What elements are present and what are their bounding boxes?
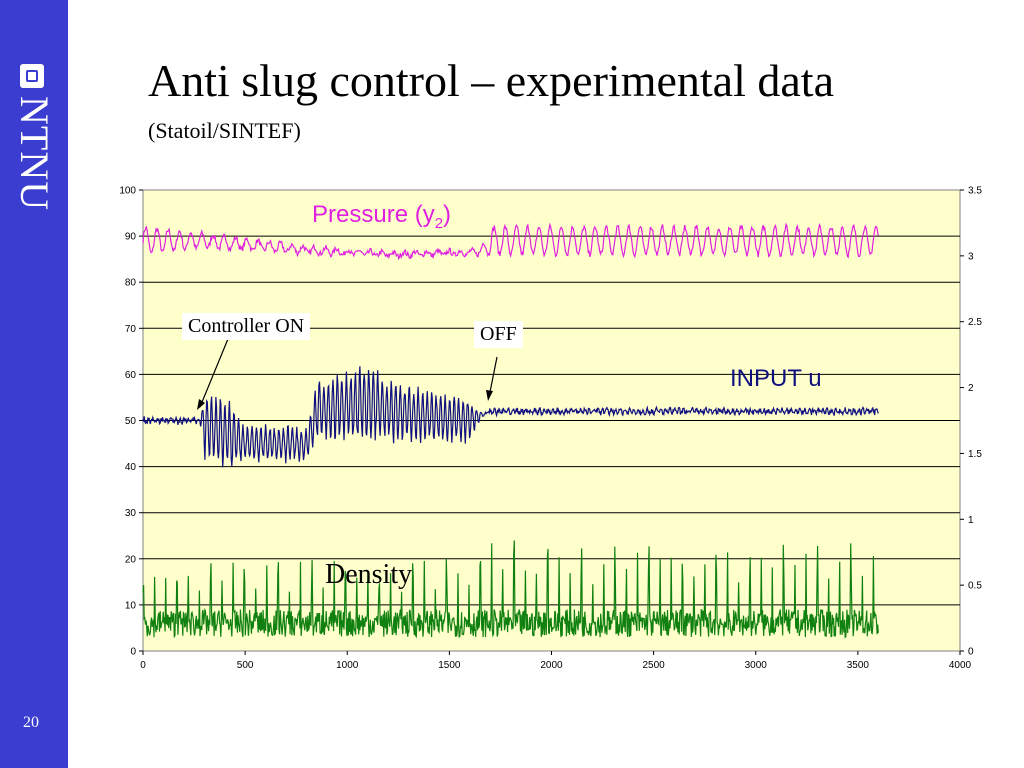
x-tick-label: 3000: [745, 660, 768, 671]
x-tick-label: 0: [140, 660, 146, 671]
y-tick-label-left: 90: [125, 232, 137, 243]
arrow-controller-on: [199, 333, 231, 408]
y-tick-label-left: 30: [125, 508, 137, 519]
series-line-pressure: [142, 222, 879, 261]
arrowhead-off: [486, 390, 493, 401]
arrow-off: [488, 356, 498, 398]
pressure-label-main: Pressure (y: [312, 201, 435, 228]
arrowhead-controller-on: [197, 399, 205, 410]
series-label-input-u: INPUT u: [730, 365, 822, 392]
x-tick-label: 1000: [336, 660, 359, 671]
series-label-density: Density: [325, 559, 413, 590]
y-tick-label-right: 0.5: [968, 581, 982, 592]
x-tick-label: 1500: [438, 660, 461, 671]
y-tick-label-right: 1.5: [968, 449, 982, 460]
annotation-off: OFF: [474, 321, 523, 348]
x-tick-label: 3500: [847, 660, 870, 671]
y-tick-label-left: 10: [125, 600, 137, 611]
y-tick-label-left: 20: [125, 554, 137, 565]
y-tick-label-left: 80: [125, 278, 137, 289]
y-tick-label-left: 60: [125, 370, 137, 381]
y-tick-label-left: 50: [125, 416, 137, 427]
sidebar: NTNU 20: [0, 0, 68, 768]
ntnu-logo-icon: [20, 64, 44, 88]
logo-text: NTNU: [12, 96, 57, 212]
x-tick-label: 4000: [949, 660, 972, 671]
y-tick-label-right: 1: [968, 515, 974, 526]
x-tick-label: 500: [237, 660, 254, 671]
y-tick-label-left: 40: [125, 462, 137, 473]
y-tick-label-left: 0: [130, 647, 136, 658]
y-tick-label-right: 3.5: [968, 186, 982, 197]
slide-subtitle: (Statoil/SINTEF): [148, 118, 301, 143]
series-label-pressure: Pressure (y2): [312, 201, 451, 232]
x-tick-label: 2000: [540, 660, 563, 671]
chart-container: 0 10 20 30 40 50 60 70 80 90 100 0 0.5 1 1.5 2 2.5 3 3.5 0 5…: [100, 175, 1000, 685]
y-tick-label-left: 100: [119, 186, 136, 197]
slide-number: 20: [23, 714, 39, 731]
y-tick-label-right: 3: [968, 251, 974, 262]
pressure-label-sub: 2: [434, 214, 444, 232]
y-tick-label-left: 70: [125, 324, 137, 335]
x-tick-label: 2500: [643, 660, 666, 671]
series-line-density: [142, 540, 879, 639]
y-tick-label-right: 2: [968, 383, 974, 394]
y-tick-label-right: 0: [968, 647, 974, 658]
y-tick-label-right: 2.5: [968, 317, 982, 328]
slide-title: Anti slug control – experimental data: [148, 55, 834, 106]
annotation-controller-on: Controller ON: [182, 313, 311, 340]
series-line-input-u: [142, 366, 879, 468]
pressure-label-end: ): [443, 201, 452, 228]
